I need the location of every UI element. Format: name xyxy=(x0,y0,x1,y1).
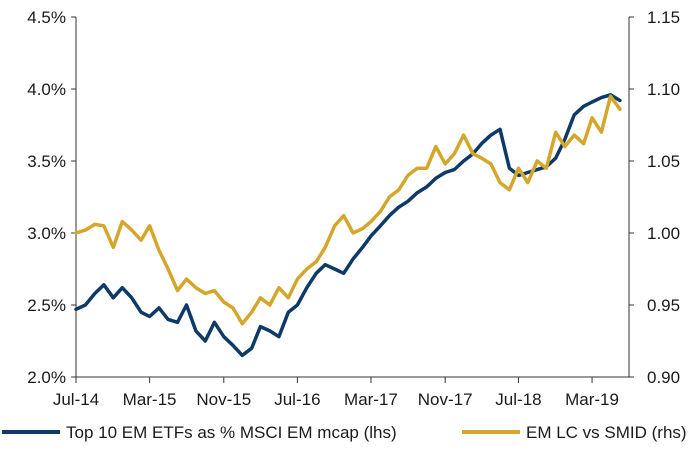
x-tick-label: Mar-17 xyxy=(344,390,398,409)
right-y-tick-label: 1.00 xyxy=(647,224,680,243)
x-tick-label: Jul-18 xyxy=(495,390,541,409)
axes: 2.0% 2.5% 3.0% 3.5% 4.0% 4.5% 0.90 0.95 1.00 1.05… xyxy=(27,8,680,409)
x-tick-label: Mar-15 xyxy=(123,390,177,409)
series-lines xyxy=(74,93,622,358)
right-y-tick-label: 0.90 xyxy=(647,368,680,387)
legend-item-lc-vs-smid-label: EM LC vs SMID (rhs) xyxy=(526,423,687,442)
left-y-tick-label: 2.5% xyxy=(27,296,66,315)
right-y-tick-label: 1.15 xyxy=(647,8,680,27)
left-y-tick-label: 3.0% xyxy=(27,224,66,243)
right-y-tick-label: 1.10 xyxy=(647,80,680,99)
right-y-tick-label: 1.05 xyxy=(647,152,680,171)
series-line-lc-vs-smid xyxy=(74,94,622,326)
x-tick-label: Nov-15 xyxy=(196,390,251,409)
x-tick-label: Mar-19 xyxy=(565,390,619,409)
left-y-tick-label: 3.5% xyxy=(27,152,66,171)
right-y-tick-label: 0.95 xyxy=(647,296,680,315)
legend: Top 10 EM ETFs as % MSCI EM mcap (lhs) EM… xyxy=(2,423,687,442)
left-y-tick-label: 4.5% xyxy=(27,8,66,27)
x-tick-label: Nov-17 xyxy=(418,390,473,409)
left-y-tick-label: 4.0% xyxy=(27,80,66,99)
legend-item-etf-share-label: Top 10 EM ETFs as % MSCI EM mcap (lhs) xyxy=(66,423,397,442)
left-y-tick-label: 2.0% xyxy=(27,368,66,387)
x-tick-label: Jul-16 xyxy=(274,390,320,409)
series-line-etf-share xyxy=(74,93,622,358)
x-tick-label: Jul-14 xyxy=(53,390,99,409)
